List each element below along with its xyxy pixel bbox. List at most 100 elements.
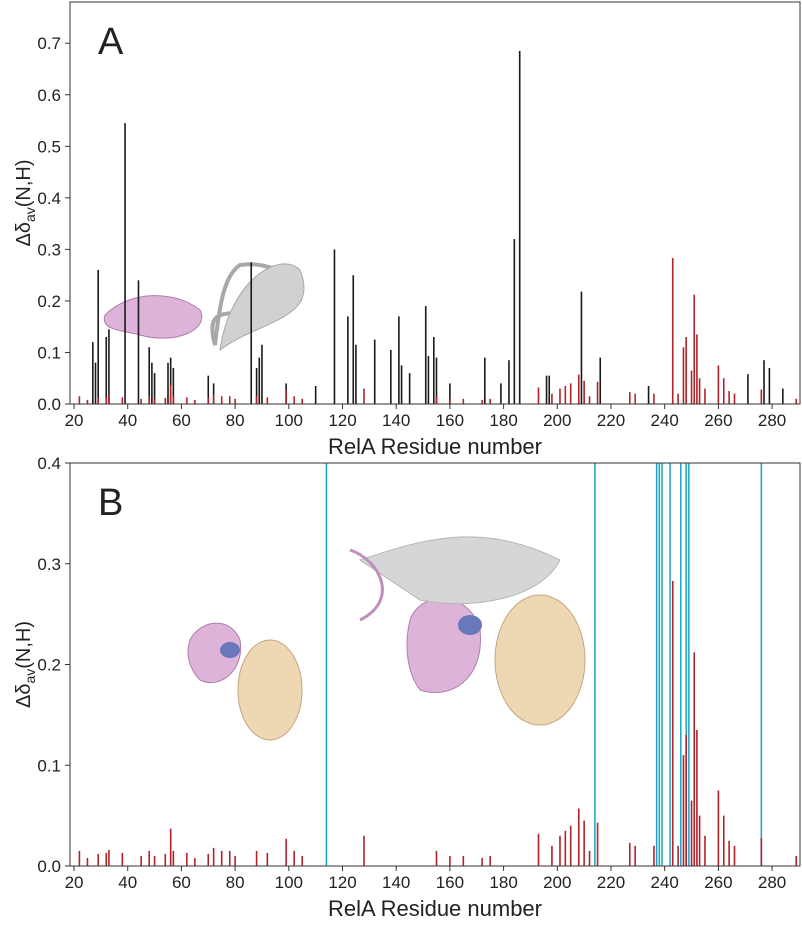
- bar: [97, 397, 99, 404]
- bar: [489, 855, 491, 866]
- y-label-sub: av: [22, 207, 38, 222]
- bar: [717, 365, 720, 404]
- y-tick-label: 0.5: [37, 137, 61, 156]
- bar: [194, 857, 196, 866]
- bar: [148, 850, 151, 866]
- x-tick-label: 240: [650, 411, 678, 430]
- bar: [647, 385, 650, 404]
- bar: [693, 294, 696, 404]
- bar: [698, 378, 701, 404]
- x-tick-label: 280: [758, 411, 786, 430]
- bar: [685, 735, 687, 866]
- x-tick-label: 20: [65, 411, 84, 430]
- x-tick-label: 40: [118, 873, 137, 892]
- bar: [733, 393, 736, 404]
- x-tick-label: 160: [436, 873, 464, 892]
- bar: [653, 845, 655, 866]
- bar: [212, 383, 215, 404]
- bar: [151, 362, 153, 404]
- x-tick-label: 100: [275, 873, 303, 892]
- bar: [228, 396, 231, 404]
- bar: [583, 380, 585, 404]
- bar: [390, 349, 392, 404]
- y-label-main: Δδ: [13, 222, 35, 247]
- x-tick-label: 200: [543, 873, 571, 892]
- bar: [551, 845, 553, 866]
- bar: [194, 399, 196, 404]
- bar: [164, 853, 167, 866]
- bar: [355, 344, 357, 404]
- bar: [577, 374, 580, 404]
- bar: [628, 392, 631, 404]
- bar: [569, 383, 572, 404]
- bar: [97, 270, 99, 404]
- bar: [577, 808, 580, 866]
- bar: [153, 398, 156, 404]
- bar: [685, 337, 687, 404]
- bar: [97, 853, 99, 866]
- bar: [207, 853, 210, 866]
- panel-label: B: [98, 482, 123, 524]
- bar: [266, 397, 269, 404]
- bar: [400, 365, 403, 404]
- bar: [105, 852, 108, 866]
- bar: [363, 388, 365, 404]
- bar: [481, 857, 483, 866]
- bar: [435, 357, 438, 404]
- bar: [449, 398, 451, 404]
- bar: [728, 840, 730, 866]
- bar: [121, 397, 124, 404]
- bar: [760, 837, 763, 866]
- bar: [580, 291, 583, 404]
- bar: [285, 838, 287, 866]
- bar: [690, 800, 693, 866]
- bar: [677, 393, 679, 404]
- bar: [696, 334, 698, 404]
- bar: [693, 652, 696, 866]
- bar: [169, 384, 172, 404]
- bar: [250, 262, 253, 404]
- bar: [108, 395, 110, 404]
- bar: [153, 855, 156, 866]
- bar: [435, 396, 438, 404]
- bar: [733, 845, 736, 866]
- structure-illustration: [103, 262, 586, 741]
- y-axis-label: Δδav(N,H): [13, 621, 38, 708]
- bar: [462, 398, 465, 404]
- x-tick-label: 100: [275, 411, 303, 430]
- bar: [596, 822, 599, 866]
- bar: [634, 393, 636, 404]
- bar: [212, 847, 215, 866]
- bar: [121, 852, 124, 866]
- y-tick-label: 0.0: [37, 395, 61, 414]
- bar: [500, 383, 502, 404]
- bar: [172, 850, 175, 866]
- bar: [185, 852, 188, 866]
- bar: [717, 790, 720, 866]
- bar: [484, 357, 486, 404]
- bar: [261, 344, 263, 404]
- x-tick-label: 80: [226, 873, 245, 892]
- x-tick-label: 20: [65, 873, 84, 892]
- bar: [169, 828, 172, 866]
- bar: [408, 373, 411, 404]
- bar: [599, 357, 602, 404]
- bar: [148, 347, 151, 404]
- bar: [537, 833, 540, 866]
- bar: [728, 391, 730, 404]
- bar: [255, 367, 258, 404]
- y-tick-label: 0.3: [37, 555, 61, 574]
- bar: [449, 383, 451, 404]
- bar: [293, 396, 295, 404]
- bar: [140, 398, 142, 404]
- y-tick-label: 0.2: [37, 292, 61, 311]
- y-tick-label: 0.6: [37, 86, 61, 105]
- y-tick-label: 0.1: [37, 756, 61, 775]
- bar: [424, 306, 427, 404]
- bar: [373, 339, 376, 404]
- x-tick-label: 220: [597, 411, 625, 430]
- bar: [795, 398, 798, 404]
- bar: [207, 397, 210, 404]
- bar: [569, 825, 572, 866]
